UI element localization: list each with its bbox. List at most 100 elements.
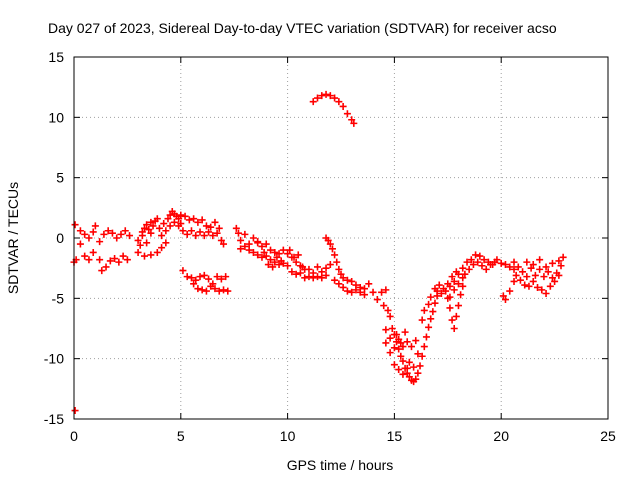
data-point — [523, 273, 531, 281]
data-point — [335, 280, 343, 288]
data-point — [450, 286, 458, 294]
data-point — [448, 316, 456, 324]
data-point — [448, 273, 456, 281]
data-point — [476, 252, 484, 260]
data-point — [544, 268, 552, 276]
data-point — [143, 221, 151, 229]
data-point — [452, 312, 460, 320]
data-point — [459, 282, 467, 290]
data-point — [279, 246, 287, 254]
data-point — [548, 274, 556, 282]
data-point — [510, 265, 518, 273]
data-point — [459, 274, 467, 282]
data-point — [326, 261, 334, 269]
data-point — [126, 232, 134, 240]
data-point — [115, 258, 123, 266]
data-point — [335, 265, 343, 273]
data-point — [339, 274, 347, 282]
data-point — [427, 315, 435, 323]
data-point — [343, 287, 351, 295]
data-point — [365, 280, 373, 288]
data-point — [81, 252, 89, 260]
y-tick-label: -5 — [52, 290, 65, 306]
data-point — [382, 286, 390, 294]
data-point — [190, 280, 198, 288]
data-point — [326, 92, 334, 100]
data-point — [418, 352, 426, 360]
data-point — [194, 218, 202, 226]
data-point — [153, 215, 161, 223]
data-point — [211, 218, 219, 226]
data-point — [71, 221, 79, 229]
data-point — [461, 270, 469, 278]
data-point — [147, 251, 155, 259]
data-point — [525, 282, 533, 290]
data-point — [337, 270, 345, 278]
x-tick-label: 0 — [70, 428, 78, 444]
data-point — [322, 90, 330, 98]
data-point — [205, 228, 213, 236]
data-point — [123, 256, 131, 264]
data-point — [134, 236, 142, 244]
data-point — [350, 119, 358, 127]
data-point — [454, 302, 462, 310]
data-point — [410, 363, 418, 371]
data-point — [343, 276, 351, 284]
data-point — [369, 288, 377, 296]
data-point — [360, 285, 368, 293]
x-tick-label: 25 — [600, 428, 616, 444]
data-point — [403, 338, 411, 346]
data-point — [284, 262, 292, 270]
data-point — [331, 251, 339, 259]
data-point — [333, 258, 341, 266]
data-point — [388, 325, 396, 332]
data-point — [478, 262, 486, 270]
data-point — [512, 271, 520, 279]
data-point — [360, 291, 368, 299]
data-point — [501, 296, 509, 304]
data-point — [487, 261, 495, 269]
data-point — [510, 258, 518, 266]
data-point — [551, 277, 559, 285]
data-point — [555, 271, 563, 279]
data-point — [245, 240, 253, 248]
data-point — [158, 244, 166, 252]
data-point — [149, 222, 157, 230]
data-point — [192, 276, 200, 284]
data-point — [382, 339, 390, 347]
data-point — [501, 261, 509, 269]
data-point — [262, 240, 270, 248]
data-point — [292, 270, 300, 278]
data-point — [318, 268, 326, 276]
data-point — [292, 258, 300, 266]
data-point — [164, 215, 172, 223]
data-points — [70, 90, 567, 415]
data-point — [136, 241, 144, 249]
data-point — [113, 234, 121, 242]
data-point — [393, 331, 401, 339]
data-point — [405, 358, 413, 366]
data-point — [271, 248, 279, 256]
data-point — [414, 350, 422, 358]
data-point — [207, 223, 215, 231]
data-point — [89, 248, 97, 256]
data-point — [442, 287, 450, 295]
data-point — [267, 246, 275, 254]
data-point — [499, 292, 507, 300]
data-point — [267, 256, 275, 264]
data-point — [196, 273, 204, 281]
data-point — [534, 283, 542, 291]
data-point — [275, 261, 283, 269]
data-point — [296, 269, 304, 277]
data-point — [166, 211, 174, 219]
data-point — [294, 251, 302, 259]
y-tick-label: 15 — [48, 49, 64, 65]
chart-title: Day 027 of 2023, Sidereal Day-to-day VTE… — [48, 20, 557, 36]
data-point — [187, 274, 195, 282]
data-point — [523, 258, 531, 266]
data-point — [200, 232, 208, 240]
data-point — [207, 282, 215, 290]
data-point — [290, 253, 298, 261]
x-tick-label: 5 — [177, 428, 185, 444]
data-point — [181, 212, 189, 220]
